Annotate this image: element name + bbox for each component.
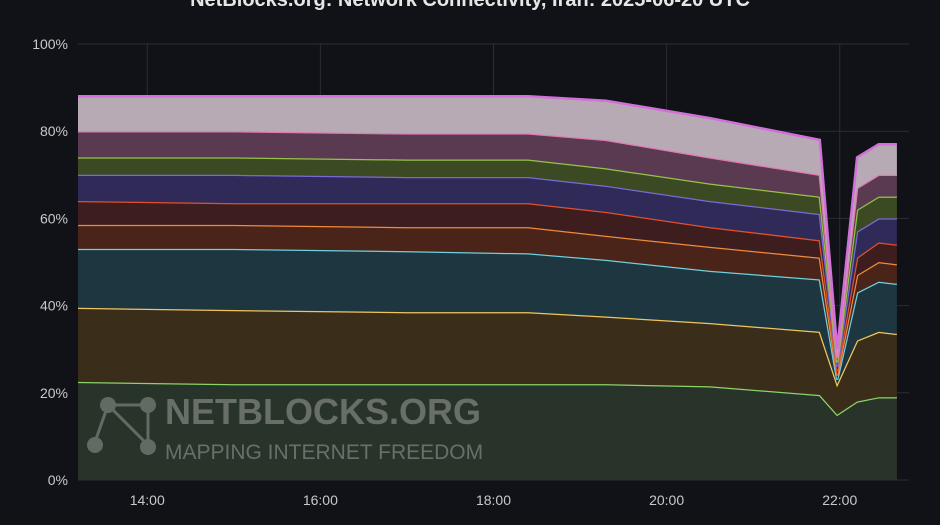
x-tick-label: 20:00	[649, 492, 684, 508]
watermark-name: NETBLOCKS.ORG	[165, 391, 481, 432]
y-tick-label: 20%	[40, 385, 68, 401]
watermark: NETBLOCKS.ORG MAPPING INTERNET FREEDOM	[87, 391, 483, 464]
x-tick-label: 14:00	[130, 492, 165, 508]
watermark-tagline: MAPPING INTERNET FREEDOM	[165, 441, 483, 464]
area	[78, 224, 897, 380]
x-tick-label: 18:00	[476, 492, 511, 508]
y-tick-label: 40%	[40, 298, 68, 314]
area	[78, 201, 897, 376]
area	[78, 307, 897, 415]
area	[78, 248, 897, 385]
area	[78, 381, 897, 480]
logo-dots	[87, 397, 156, 455]
area	[78, 174, 897, 371]
y-tick-label: 0%	[48, 472, 68, 488]
chart-title: NetBlocks.org: Network Connectivity, Ira…	[190, 0, 750, 11]
y-tick-label: 80%	[40, 123, 68, 139]
x-tick-label: 22:00	[822, 492, 857, 508]
x-tick-label: 16:00	[303, 492, 338, 508]
y-tick-label: 60%	[40, 210, 68, 226]
y-tick-label: 100%	[32, 36, 68, 52]
area-line	[78, 95, 897, 350]
area	[78, 131, 897, 363]
logo	[93, 403, 150, 447]
area	[78, 96, 897, 358]
plot-area: 0% 20% 40% 60% 80% 100% 14:00 16:00 18:00 20:00 22…	[32, 36, 909, 508]
